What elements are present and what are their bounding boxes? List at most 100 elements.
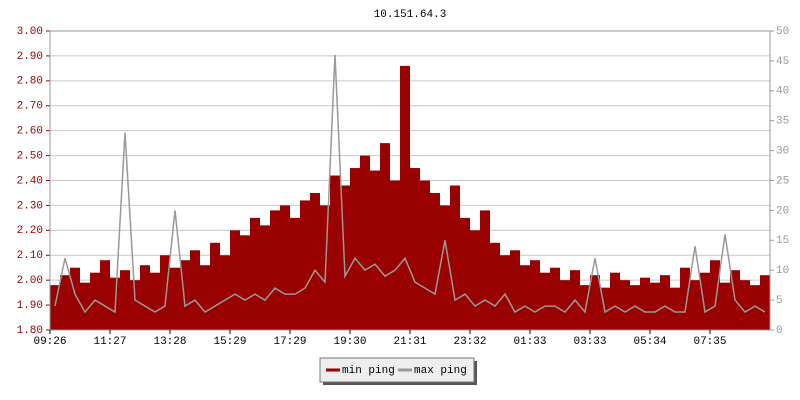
- x-tick-label: 01:33: [513, 336, 546, 348]
- legend-label: min ping: [342, 365, 395, 377]
- bar: [350, 168, 360, 330]
- bar: [550, 267, 560, 330]
- y-tick-label: 3.00: [17, 26, 43, 38]
- bar: [500, 255, 510, 330]
- bar: [50, 285, 60, 330]
- bar: [60, 275, 70, 330]
- bar: [260, 225, 270, 330]
- bar: [100, 260, 110, 330]
- y2-tick-label: 0: [776, 325, 783, 337]
- bar: [280, 205, 290, 330]
- bar: [710, 260, 720, 330]
- bar: [520, 265, 530, 330]
- y2-tick-label: 15: [776, 235, 789, 247]
- bar: [370, 170, 380, 330]
- bar: [430, 192, 440, 330]
- bar: [130, 280, 140, 330]
- bar: [160, 255, 170, 330]
- x-tick-label: 07:35: [693, 336, 726, 348]
- bar: [340, 185, 350, 330]
- x-tick-label: 09:26: [33, 336, 66, 348]
- y-tick-label: 1.80: [17, 325, 43, 337]
- bar: [290, 217, 300, 330]
- y2-tick-label: 40: [776, 86, 789, 98]
- bar: [580, 285, 590, 330]
- bar: [630, 285, 640, 330]
- bar: [530, 260, 540, 330]
- bar: [170, 267, 180, 330]
- bar: [650, 282, 660, 330]
- y-tick-label: 2.50: [17, 150, 43, 162]
- legend-label: max ping: [414, 365, 467, 377]
- bar: [410, 168, 420, 330]
- bar: [610, 272, 620, 330]
- bar: [470, 230, 480, 330]
- y2-tick-label: 45: [776, 56, 789, 68]
- bar: [200, 265, 210, 330]
- bar: [420, 180, 430, 330]
- bar: [680, 267, 690, 330]
- y-tick-label: 2.60: [17, 126, 43, 138]
- bar: [250, 217, 260, 330]
- y-tick-label: 2.90: [17, 51, 43, 63]
- chart-title: 10.151.64.3: [374, 9, 447, 21]
- bar: [720, 282, 730, 330]
- bar: [310, 192, 320, 330]
- bar: [620, 280, 630, 330]
- bar: [690, 280, 700, 330]
- bar: [670, 287, 680, 330]
- bar: [380, 143, 390, 330]
- bar: [240, 235, 250, 330]
- bar: [90, 272, 100, 330]
- y2-tick-label: 10: [776, 265, 789, 277]
- y2-tick-label: 5: [776, 295, 783, 307]
- bar: [210, 242, 220, 330]
- bar: [390, 180, 400, 330]
- y2-tick-label: 25: [776, 175, 789, 187]
- bar: [140, 265, 150, 330]
- x-tick-label: 11:27: [93, 336, 126, 348]
- bar: [440, 205, 450, 330]
- bar: [640, 277, 650, 330]
- bar: [590, 275, 600, 330]
- bar: [450, 185, 460, 330]
- bar: [330, 175, 340, 330]
- bar: [400, 65, 410, 330]
- bar: [190, 250, 200, 330]
- bar: [150, 272, 160, 330]
- bar: [120, 270, 130, 330]
- x-tick-label: 03:33: [573, 336, 606, 348]
- bar: [700, 272, 710, 330]
- line: [54, 54, 766, 314]
- y2-tick-label: 50: [776, 26, 789, 38]
- bar: [80, 282, 90, 330]
- bar: [360, 155, 370, 330]
- bar: [480, 210, 490, 330]
- x-tick-label: 17:29: [273, 336, 306, 348]
- y-tick-label: 2.40: [17, 175, 43, 187]
- bar: [490, 242, 500, 330]
- bar: [270, 210, 280, 330]
- y-tick-label: 2.10: [17, 250, 43, 262]
- x-tick-label: 21:31: [393, 336, 426, 348]
- bar: [540, 272, 550, 330]
- bar: [300, 200, 310, 330]
- bar: [460, 217, 470, 330]
- bar: [740, 280, 750, 330]
- x-tick-label: 15:29: [213, 336, 246, 348]
- bar: [660, 275, 670, 330]
- bar: [220, 255, 230, 330]
- x-tick-label: 05:34: [633, 336, 666, 348]
- bar: [510, 250, 520, 330]
- bar: [70, 267, 80, 330]
- y2-tick-label: 35: [776, 116, 789, 128]
- y-tick-label: 2.20: [17, 225, 43, 237]
- bar: [230, 230, 240, 330]
- y-tick-label: 2.00: [17, 275, 43, 287]
- y2-tick-label: 30: [776, 146, 789, 158]
- y2-tick-label: 20: [776, 205, 789, 217]
- x-tick-label: 13:28: [153, 336, 186, 348]
- legend: [319, 357, 475, 383]
- bar: [760, 275, 770, 330]
